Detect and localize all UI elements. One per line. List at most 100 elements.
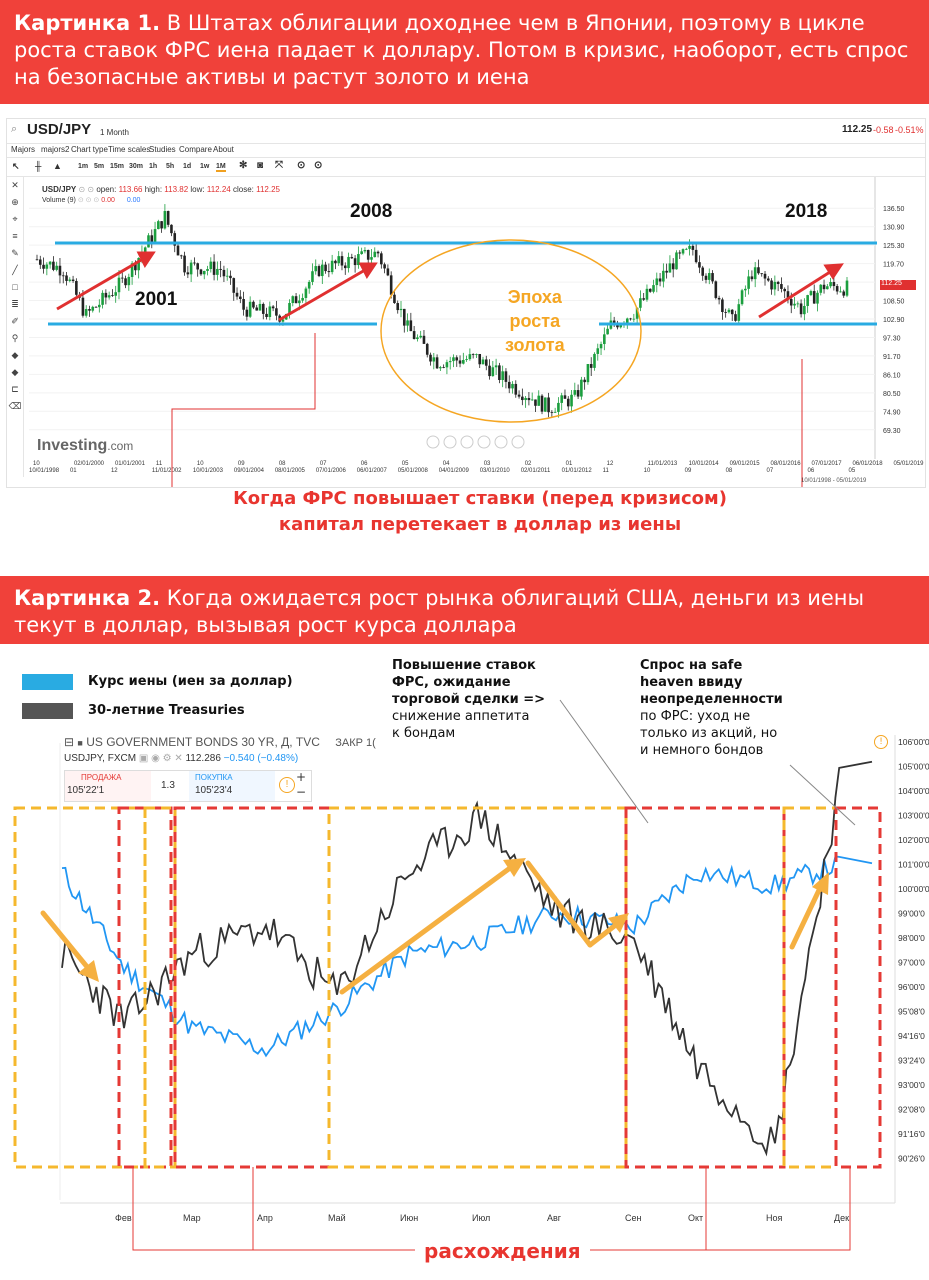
upload-icon[interactable]: ⊙ bbox=[297, 160, 306, 171]
candle-body bbox=[734, 314, 737, 321]
candle-body bbox=[445, 362, 449, 368]
banner-2-heading: Картинка 2. bbox=[14, 586, 161, 610]
legend-settings-icon[interactable]: ⊙ ⊙ bbox=[78, 185, 97, 194]
label-2008: 2008 bbox=[350, 201, 393, 222]
chart-1-y-tick: 102.90 bbox=[883, 317, 905, 324]
candle-body bbox=[694, 249, 698, 263]
settings-icon[interactable]: ✻ bbox=[239, 160, 248, 171]
chart-2-x-tick: Апр bbox=[257, 1213, 273, 1223]
cursor-icon[interactable]: ↖ bbox=[12, 161, 20, 171]
sell-button[interactable]: ПРОДАЖА 105'22'1 bbox=[65, 771, 151, 801]
candle-body bbox=[826, 286, 829, 290]
candles-icon[interactable]: ╫ bbox=[35, 161, 42, 171]
flag-icon: ■ bbox=[77, 738, 83, 748]
candle-body bbox=[101, 292, 104, 305]
candle-body bbox=[675, 252, 678, 270]
magnet-icon[interactable]: ⊏ bbox=[11, 384, 19, 394]
candle-body bbox=[639, 298, 642, 308]
brush-icon[interactable]: ✐ bbox=[11, 316, 19, 326]
collapse-icon[interactable]: ⊟ bbox=[64, 735, 75, 749]
chart-2-x-tick: Июн bbox=[400, 1213, 418, 1223]
chart-1-x-tick-date: 02/01/2011 bbox=[521, 468, 551, 474]
note2-pointer bbox=[789, 764, 856, 826]
chart-1-x-tick-month: 04 bbox=[443, 461, 450, 467]
interval-1m[interactable]: 1m bbox=[78, 163, 89, 170]
yen-line bbox=[61, 855, 873, 1058]
orange-arrows bbox=[40, 858, 829, 995]
menu-majors2[interactable]: majors2 bbox=[41, 145, 70, 154]
menu-chart-type[interactable]: Chart type bbox=[71, 145, 108, 154]
area-chart-icon[interactable]: ▲ bbox=[53, 161, 62, 171]
chart-1-x-tick-month: 10/01/2014 bbox=[689, 461, 720, 467]
nav-controls[interactable] bbox=[426, 435, 525, 449]
pin-icon[interactable]: ⚲ bbox=[11, 333, 19, 343]
candle-body bbox=[173, 233, 177, 246]
candle-body bbox=[786, 291, 790, 300]
close-icon[interactable]: ✕ bbox=[11, 180, 19, 190]
buy-button[interactable]: ПОКУПКА 105'23'4 bbox=[189, 771, 275, 801]
caption-line-2: капитал перетекает в доллар из иены bbox=[278, 514, 682, 535]
interval-15m[interactable]: 15m bbox=[110, 163, 125, 170]
trash-icon[interactable]: ⌫ bbox=[8, 401, 22, 411]
interval-1h[interactable]: 1h bbox=[149, 163, 158, 170]
interval-1d[interactable]: 1d bbox=[183, 163, 192, 170]
candle-body bbox=[199, 269, 203, 275]
candle-body bbox=[563, 395, 567, 399]
candle-body bbox=[160, 221, 163, 229]
candle-body bbox=[232, 278, 236, 293]
candle-body bbox=[763, 273, 767, 279]
menu-compare[interactable]: Compare bbox=[179, 145, 212, 154]
pen-icon[interactable]: ✎ bbox=[11, 248, 19, 258]
drawing-tools: ✕ ⊕ ⌖ ≡ ✎ ╱ □ ≣ ✐ ⚲ ◆ ◆ ⊏ ⌫ bbox=[7, 177, 24, 477]
chart-2-x-tick: Сен bbox=[625, 1213, 642, 1223]
info-icon[interactable]: ! bbox=[279, 777, 295, 793]
box-red-2 bbox=[173, 806, 331, 1169]
caption-connector-right bbox=[801, 359, 803, 487]
candle-body bbox=[744, 288, 747, 291]
candle-body bbox=[429, 354, 432, 362]
volume-legend: Volume (9) ⊙ ⊙ ⊙ 0.00 0.00 bbox=[42, 196, 140, 204]
line-icon[interactable]: ╱ bbox=[12, 265, 18, 275]
camera-icon[interactable]: ◙ bbox=[257, 160, 264, 171]
alert-icon[interactable]: ! bbox=[874, 735, 888, 749]
menu-time-scales[interactable]: Time scales bbox=[108, 145, 151, 154]
crosshair-icon[interactable]: ⌖ bbox=[12, 214, 18, 224]
chart-1-x-tick-date: 10 bbox=[644, 468, 651, 474]
candle-body bbox=[822, 284, 826, 290]
tv-quote: 112.286 bbox=[185, 753, 221, 764]
arrow-icon[interactable]: ◆ bbox=[11, 367, 19, 377]
chart-2-y-tick: 98'00'0 bbox=[898, 933, 925, 943]
interval-1w[interactable]: 1w bbox=[200, 163, 210, 170]
download-icon[interactable]: ⊙ bbox=[314, 160, 323, 171]
chart-2-y-tick: 104'00'0 bbox=[898, 786, 929, 796]
interval-5m[interactable]: 5m bbox=[94, 163, 105, 170]
menu-about[interactable]: About bbox=[213, 145, 234, 154]
note1-pointer bbox=[559, 699, 649, 824]
fullscreen-icon[interactable]: ⤧ bbox=[275, 160, 283, 171]
arrow-b bbox=[339, 865, 513, 995]
interval-30m[interactable]: 30m bbox=[129, 163, 144, 170]
menu-studies[interactable]: Studies bbox=[149, 145, 176, 154]
interval-1M[interactable]: 1M bbox=[216, 163, 226, 172]
zoom-icon[interactable]: ⊕ bbox=[11, 197, 19, 207]
note1-line-3: торговой сделки => bbox=[392, 692, 546, 707]
candle-body bbox=[186, 272, 190, 275]
menu-majors[interactable]: Majors bbox=[11, 145, 36, 154]
candle-body bbox=[842, 291, 846, 296]
zoom-controls[interactable]: + − bbox=[296, 770, 307, 799]
volume-settings-icon[interactable]: ⊙ ⊙ ⊙ bbox=[77, 197, 102, 204]
ticker-icons[interactable]: ▣ ◉ ⚙ ✕ bbox=[138, 753, 186, 764]
marker-icon[interactable]: ◆ bbox=[11, 350, 19, 360]
fib-icon[interactable]: ≣ bbox=[11, 299, 19, 309]
text-tool-icon[interactable]: ≡ bbox=[12, 231, 18, 241]
arrow-2018-head bbox=[823, 263, 844, 280]
rectangle-icon[interactable]: □ bbox=[12, 282, 18, 292]
treasuries-line bbox=[61, 760, 873, 1157]
note2-line-4: по ФРС: уход не bbox=[640, 709, 751, 724]
candle-body bbox=[412, 331, 416, 340]
candle-body bbox=[750, 276, 754, 280]
interval-5h[interactable]: 5h bbox=[166, 163, 175, 170]
candle-body bbox=[740, 290, 744, 305]
arrow-d bbox=[587, 921, 620, 948]
search-icon[interactable]: ⌕ bbox=[11, 123, 18, 135]
